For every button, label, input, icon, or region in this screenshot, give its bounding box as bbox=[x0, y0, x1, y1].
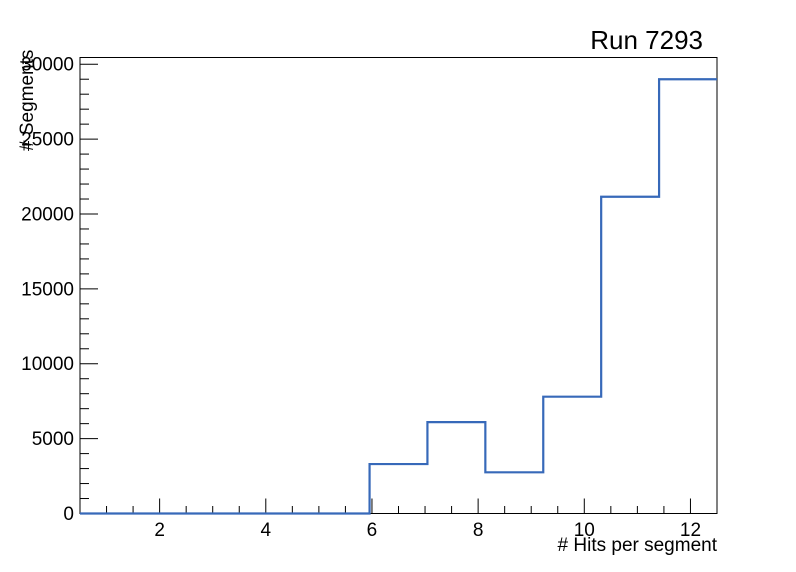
y-tick-label: 25000 bbox=[21, 130, 74, 151]
y-tick-label: 10000 bbox=[21, 354, 74, 375]
x-tick-label: 8 bbox=[473, 520, 484, 541]
y-axis-title: # Segments bbox=[17, 49, 38, 151]
y-tick-label: 15000 bbox=[21, 279, 74, 300]
chart-title: Run 7293 bbox=[590, 25, 703, 55]
x-tick-label: 4 bbox=[261, 520, 272, 541]
histogram-step-line bbox=[80, 78, 717, 515]
x-tick-label: 6 bbox=[367, 520, 378, 541]
y-tick-label: 0 bbox=[63, 504, 74, 525]
y-tick-label: 30000 bbox=[21, 55, 74, 76]
x-tick-label: 10 bbox=[574, 520, 595, 541]
x-tick-label: 2 bbox=[154, 520, 165, 541]
x-tick-label: 12 bbox=[680, 520, 701, 541]
y-tick-label: 20000 bbox=[21, 204, 74, 225]
y-tick-label: 5000 bbox=[32, 429, 74, 450]
plot-frame bbox=[79, 57, 718, 514]
x-axis-title: # Hits per segment bbox=[557, 535, 717, 556]
